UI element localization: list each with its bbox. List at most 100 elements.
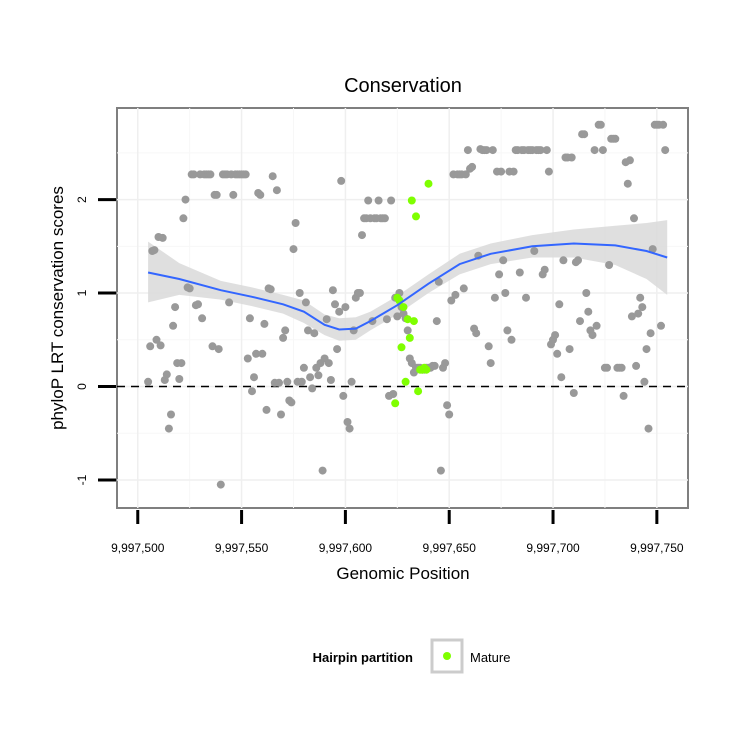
point-background (503, 326, 512, 335)
point-background (567, 153, 576, 162)
point-background (245, 314, 254, 323)
point-background (559, 256, 568, 265)
point-background (146, 342, 155, 351)
point-mature (399, 303, 408, 312)
point-background (275, 378, 283, 387)
point-background (623, 179, 632, 188)
point-background (497, 167, 506, 176)
point-background (490, 293, 499, 302)
point-background (443, 401, 452, 410)
y-tick-label: -1 (75, 474, 89, 485)
point-background (279, 333, 288, 342)
point-background (387, 196, 396, 205)
point-background (661, 146, 670, 155)
legend-label-mature: Mature (470, 650, 510, 665)
point-background (625, 156, 634, 165)
plot-area (116, 107, 689, 509)
point-background (486, 359, 495, 368)
point-background (306, 373, 315, 382)
x-tick-label: 9,997,700 (526, 541, 580, 555)
y-tick-label: 2 (75, 196, 89, 203)
point-background (287, 398, 296, 407)
point-mature (407, 196, 416, 205)
point-background (582, 289, 591, 297)
point-background (632, 361, 641, 370)
point-background (158, 233, 167, 242)
point-background (326, 376, 335, 384)
point-mature (391, 399, 400, 408)
point-background (484, 342, 493, 351)
point-background (169, 321, 178, 330)
point-background (574, 256, 582, 265)
point-background (596, 120, 605, 129)
point-background (646, 329, 655, 338)
point-background (177, 359, 186, 368)
point-background (432, 317, 441, 326)
point-background (530, 247, 539, 255)
point-background (198, 314, 207, 323)
point-background (335, 307, 344, 316)
point-background (212, 190, 221, 199)
point-background (447, 296, 456, 305)
point-background (580, 130, 589, 139)
point-background (605, 261, 614, 269)
point-background (557, 373, 566, 382)
x-axis-label: Genomic Position (336, 564, 469, 583)
point-background (301, 298, 310, 307)
point-background (542, 146, 551, 155)
point-background (389, 390, 398, 398)
point-background (657, 321, 665, 330)
point-background (617, 363, 626, 372)
point-background (162, 370, 171, 379)
y-axis: -1 0 1 2 (75, 196, 116, 485)
legend-key-mature (443, 652, 451, 660)
x-axis: 9,997,500 9,997,550 9,997,600 9,997,650 9,99… (111, 510, 684, 555)
point-background (355, 289, 364, 297)
point-background (206, 170, 215, 179)
point-background (434, 277, 443, 286)
point-background (175, 375, 184, 383)
point-background (343, 418, 352, 426)
point-background (495, 270, 504, 279)
point-background (488, 146, 497, 155)
point-background (185, 284, 194, 293)
legend-title: Hairpin partition (313, 650, 413, 665)
point-background (364, 196, 373, 205)
point-background (339, 391, 348, 400)
y-tick-label: 0 (75, 383, 89, 390)
point-background (194, 300, 202, 309)
x-tick-label: 9,997,550 (215, 541, 269, 555)
point-background (501, 289, 510, 297)
point-background (499, 256, 508, 265)
point-background (156, 341, 165, 350)
point-background (289, 245, 298, 254)
point-background (295, 289, 304, 297)
point-mature (414, 387, 423, 396)
point-background (430, 361, 439, 370)
point-background (299, 363, 308, 372)
point-mature (401, 377, 410, 386)
point-background (318, 466, 327, 475)
point-background (322, 315, 331, 324)
point-background (598, 146, 607, 155)
point-background (291, 219, 300, 227)
point-background (150, 246, 159, 255)
point-mature (412, 212, 420, 221)
point-background (553, 349, 562, 358)
point-background (522, 293, 530, 302)
point-background (331, 300, 339, 309)
point-background (345, 424, 354, 433)
point-background (451, 290, 460, 299)
point-background (634, 309, 643, 318)
point-background (181, 195, 190, 204)
point-background (636, 293, 645, 302)
point-background (648, 245, 657, 254)
point-background (461, 170, 470, 179)
point-background (380, 214, 389, 223)
point-background (262, 405, 271, 414)
point-background (555, 300, 564, 309)
point-background (214, 345, 223, 354)
point-background (445, 410, 454, 419)
point-mature (397, 343, 406, 352)
point-background (310, 329, 319, 338)
